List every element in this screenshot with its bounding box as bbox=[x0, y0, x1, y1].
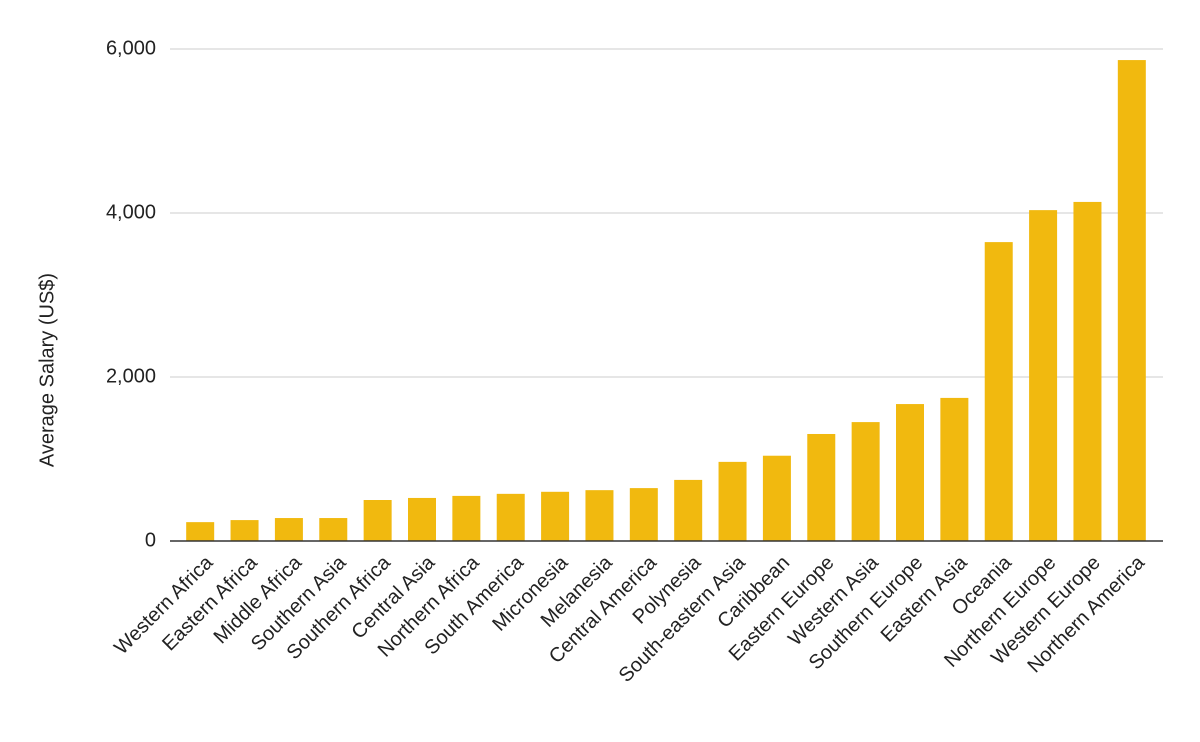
bar bbox=[940, 397, 969, 541]
bar bbox=[851, 422, 880, 541]
bar bbox=[896, 404, 924, 541]
bar bbox=[1073, 201, 1102, 541]
y-tick-label: 0 bbox=[145, 529, 156, 551]
bar bbox=[674, 479, 703, 541]
y-tick-label: 6,000 bbox=[106, 37, 156, 59]
bar bbox=[274, 518, 303, 541]
y-axis-label: Average Salary (US$) bbox=[36, 273, 58, 467]
bar bbox=[1029, 210, 1058, 541]
bar bbox=[984, 242, 1013, 542]
bar bbox=[230, 520, 259, 541]
bar bbox=[541, 491, 570, 541]
bar bbox=[718, 461, 747, 541]
bar bbox=[408, 497, 436, 541]
bar bbox=[496, 493, 525, 541]
bar bbox=[363, 500, 392, 541]
bar bbox=[762, 455, 791, 541]
bar bbox=[1117, 60, 1146, 541]
bar bbox=[585, 490, 614, 541]
bar bbox=[319, 518, 348, 541]
bar bbox=[452, 495, 481, 541]
bar bbox=[629, 488, 658, 541]
bar bbox=[186, 522, 215, 541]
bar bbox=[807, 433, 836, 541]
y-tick-label: 2,000 bbox=[106, 365, 156, 387]
y-tick-label: 4,000 bbox=[106, 201, 156, 223]
